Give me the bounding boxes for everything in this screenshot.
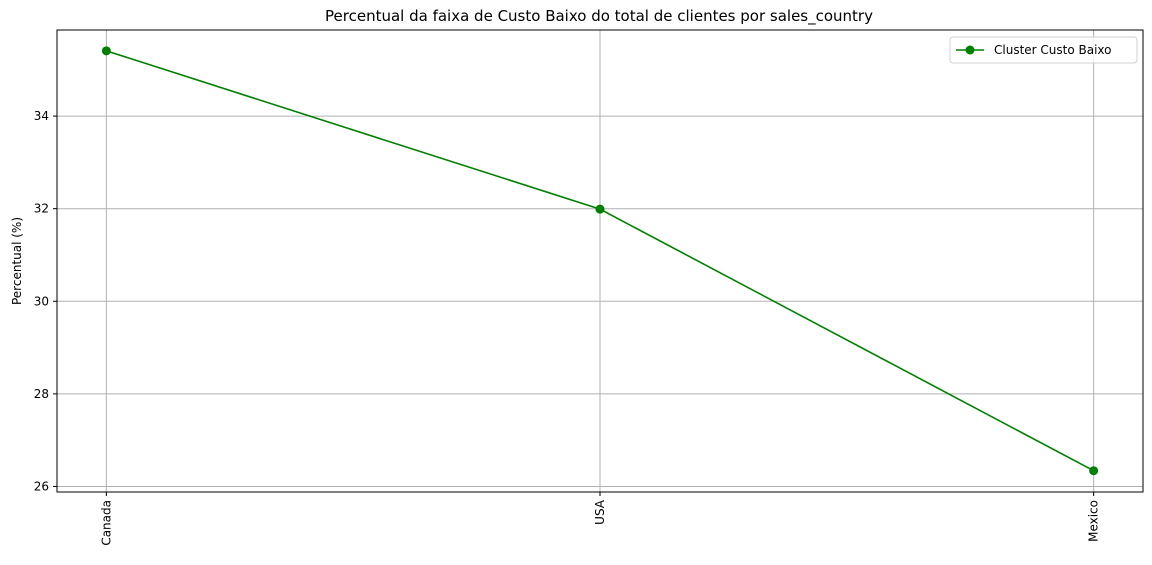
legend: Cluster Custo Baixo	[949, 36, 1138, 64]
data-points	[101, 46, 1099, 476]
legend-label: Cluster Custo Baixo	[994, 43, 1112, 57]
y-axis-label: Percentual (%)	[10, 217, 24, 305]
x-tick-label: Canada	[99, 500, 113, 546]
y-tick-label: 30	[34, 294, 49, 308]
x-axis: Canada USA Mexico	[99, 492, 1101, 546]
data-point	[101, 46, 111, 56]
grid-lines	[57, 30, 1143, 492]
y-tick-label: 28	[34, 387, 49, 401]
y-tick-label: 32	[34, 202, 49, 216]
data-point	[595, 204, 605, 214]
chart-title: Percentual da faixa de Custo Baixo do to…	[325, 7, 873, 26]
data-point	[1089, 466, 1099, 476]
legend-marker	[965, 45, 975, 55]
y-tick-label: 34	[34, 109, 49, 123]
legend-box	[949, 36, 1138, 64]
y-tick-label: 26	[34, 479, 49, 493]
x-tick-label: USA	[593, 499, 607, 525]
y-axis: 26 28 30 32 34	[34, 109, 57, 493]
x-tick-label: Mexico	[1087, 500, 1101, 542]
